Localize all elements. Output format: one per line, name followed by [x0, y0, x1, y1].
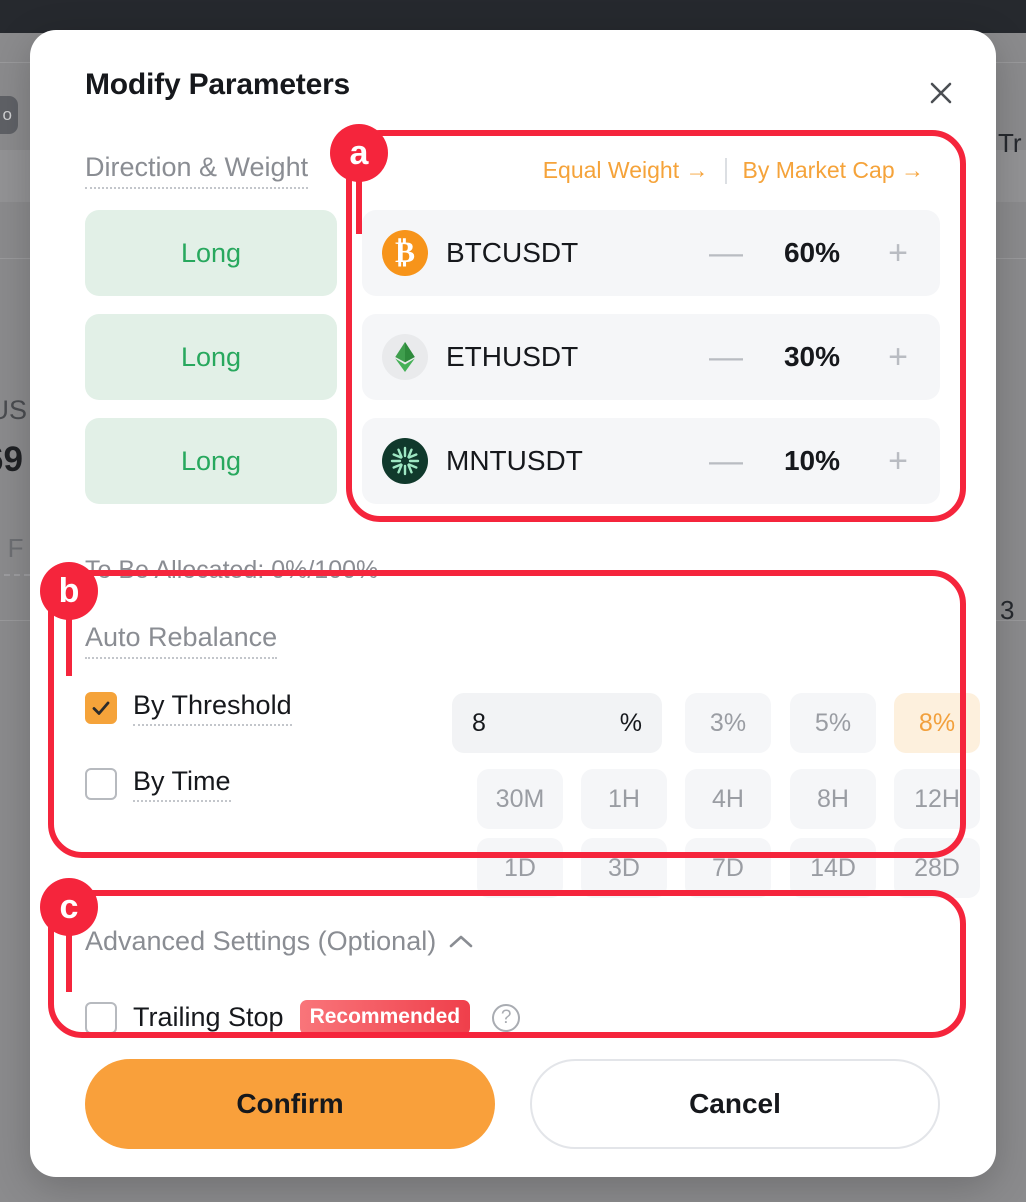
confirm-button[interactable]: Confirm: [85, 1059, 495, 1149]
time-preset-30m[interactable]: 30M: [477, 769, 563, 829]
time-preset-1d[interactable]: 1D: [477, 838, 563, 898]
direction-button-row-2[interactable]: Long: [85, 418, 337, 504]
time-preset-14d[interactable]: 14D: [790, 838, 876, 898]
decrement-weight-button[interactable]: —: [709, 442, 743, 480]
weight-value: 30%: [783, 341, 841, 372]
by-time-row[interactable]: By Time: [85, 766, 231, 802]
section-heading-direction-weight: Direction & Weight: [85, 152, 309, 189]
increment-weight-button[interactable]: +: [888, 338, 908, 376]
coin-symbol: MNTUSDT: [446, 445, 583, 476]
weight-value: 10%: [783, 445, 841, 476]
percent-suffix: %: [619, 708, 642, 737]
allocation-note: To Be Allocated: 0%/100%: [85, 556, 379, 584]
increment-weight-button[interactable]: +: [888, 442, 908, 480]
background-top-bar: [0, 0, 1026, 33]
background-chip: o: [0, 96, 18, 134]
increment-weight-button[interactable]: +: [888, 234, 908, 272]
status-badge: Recommended: [299, 1000, 471, 1035]
trailing-stop-label: Trailing Stop: [133, 1002, 284, 1032]
cancel-button[interactable]: Cancel: [530, 1059, 940, 1149]
time-preset-1h[interactable]: 1H: [581, 769, 667, 829]
mantle-icon: [382, 438, 428, 484]
time-preset-8h[interactable]: 8H: [790, 769, 876, 829]
decrement-weight-button[interactable]: —: [709, 234, 743, 272]
equal-weight-link[interactable]: Equal Weight →: [542, 157, 709, 183]
background-dashed-rule: [0, 574, 30, 576]
time-preset-12h[interactable]: 12H: [894, 769, 980, 829]
by-market-cap-link[interactable]: By Market Cap →: [742, 157, 925, 183]
background-text-label: g F: [0, 533, 24, 563]
page-title: Modify Parameters: [85, 68, 351, 101]
chevron-up-icon[interactable]: [448, 934, 474, 950]
trailing-stop-row[interactable]: Trailing Stop Recommended ?: [85, 1000, 521, 1035]
by-threshold-label: By Threshold: [133, 690, 292, 726]
section-heading-advanced-settings[interactable]: Advanced Settings (Optional): [85, 926, 474, 961]
direction-button-row-1[interactable]: Long: [85, 314, 337, 400]
threshold-input[interactable]: 8 %: [452, 693, 662, 753]
background-text-right-value: 3: [1000, 595, 1015, 625]
coin-symbol: BTCUSDT: [446, 237, 579, 268]
table-row: MNTUSDT — 10% +: [362, 418, 940, 504]
section-heading-auto-rebalance: Auto Rebalance: [85, 622, 278, 659]
table-row: ₿ BTCUSDT — 60% +: [362, 210, 940, 296]
close-icon[interactable]: [922, 74, 960, 112]
background-text-price: 69: [0, 440, 23, 479]
threshold-preset-3[interactable]: 3%: [685, 693, 771, 753]
time-preset-4h[interactable]: 4H: [685, 769, 771, 829]
by-time-label: By Time: [133, 766, 231, 802]
decrement-weight-button[interactable]: —: [709, 338, 743, 376]
question-mark-icon[interactable]: ?: [492, 1003, 521, 1032]
direction-button-row-0[interactable]: Long: [85, 210, 337, 296]
weight-value: 60%: [783, 237, 841, 268]
by-threshold-checkbox[interactable]: [85, 692, 117, 724]
time-preset-28d[interactable]: 28D: [894, 838, 980, 898]
advanced-settings-label: Advanced Settings (Optional): [85, 926, 437, 956]
threshold-preset-5[interactable]: 5%: [790, 693, 876, 753]
link-divider: [724, 157, 727, 184]
by-threshold-row[interactable]: By Threshold: [85, 690, 292, 726]
modify-parameters-dialog: Modify Parameters Direction & Weight Equ…: [30, 30, 996, 1177]
by-time-checkbox[interactable]: [85, 768, 117, 800]
threshold-preset-8[interactable]: 8%: [894, 693, 980, 753]
background-text-symbol: /US: [0, 395, 28, 425]
trailing-stop-checkbox[interactable]: [85, 1001, 117, 1034]
threshold-input-value: 8: [472, 708, 486, 737]
ethereum-icon: [382, 334, 428, 380]
time-preset-3d[interactable]: 3D: [581, 838, 667, 898]
coin-symbol: ETHUSDT: [446, 341, 579, 372]
weight-preset-links: Equal Weight → By Market Cap →: [527, 157, 940, 184]
background-text-right-header: Tr: [998, 128, 1022, 158]
table-row: ETHUSDT — 30% +: [362, 314, 940, 400]
time-preset-7d[interactable]: 7D: [685, 838, 771, 898]
bitcoin-icon: ₿: [382, 230, 428, 276]
